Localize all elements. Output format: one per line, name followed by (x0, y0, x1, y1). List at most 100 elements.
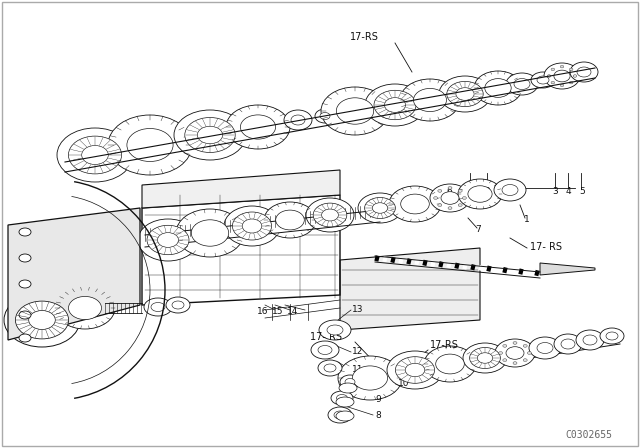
Ellipse shape (458, 204, 462, 207)
Ellipse shape (55, 287, 115, 329)
Ellipse shape (321, 87, 389, 135)
Ellipse shape (322, 209, 339, 221)
Ellipse shape (413, 88, 447, 112)
Polygon shape (8, 208, 140, 340)
Ellipse shape (537, 76, 549, 84)
Text: 15: 15 (272, 307, 284, 316)
Ellipse shape (319, 320, 351, 340)
Ellipse shape (172, 301, 184, 309)
Ellipse shape (327, 325, 343, 335)
Ellipse shape (462, 197, 467, 199)
Ellipse shape (19, 228, 31, 236)
Ellipse shape (502, 185, 518, 195)
Ellipse shape (441, 192, 459, 204)
Ellipse shape (328, 407, 352, 423)
Ellipse shape (318, 345, 332, 354)
Ellipse shape (174, 110, 246, 160)
Ellipse shape (232, 212, 271, 240)
Ellipse shape (506, 347, 524, 359)
Ellipse shape (353, 366, 388, 390)
Ellipse shape (503, 345, 507, 347)
Ellipse shape (468, 186, 492, 202)
Ellipse shape (554, 334, 582, 354)
Ellipse shape (358, 193, 402, 223)
Text: 17-RS: 17-RS (350, 32, 379, 42)
Ellipse shape (551, 82, 555, 84)
Ellipse shape (242, 219, 262, 233)
Ellipse shape (448, 207, 452, 210)
Ellipse shape (320, 112, 330, 120)
Text: 4: 4 (565, 187, 571, 196)
Ellipse shape (338, 356, 402, 400)
Ellipse shape (197, 126, 223, 144)
Text: 1: 1 (524, 215, 530, 224)
Ellipse shape (241, 115, 276, 139)
Ellipse shape (600, 328, 624, 344)
Ellipse shape (523, 359, 527, 362)
Ellipse shape (570, 82, 573, 84)
Ellipse shape (144, 298, 172, 316)
Ellipse shape (331, 391, 353, 405)
Ellipse shape (560, 65, 564, 68)
Text: 14: 14 (287, 307, 298, 316)
Ellipse shape (456, 88, 474, 100)
Text: 17-RS: 17-RS (18, 275, 47, 285)
Ellipse shape (339, 383, 357, 393)
Text: 12: 12 (352, 347, 364, 356)
Ellipse shape (401, 194, 429, 214)
Ellipse shape (474, 71, 522, 105)
Ellipse shape (439, 76, 491, 112)
Polygon shape (540, 263, 595, 275)
Text: C0302655: C0302655 (565, 430, 612, 440)
Ellipse shape (57, 128, 133, 182)
Ellipse shape (506, 73, 538, 95)
Ellipse shape (82, 146, 108, 164)
Ellipse shape (531, 72, 555, 88)
Ellipse shape (336, 411, 354, 421)
Ellipse shape (495, 339, 535, 367)
Ellipse shape (374, 90, 416, 120)
Ellipse shape (336, 98, 374, 124)
Ellipse shape (485, 79, 511, 97)
Text: 10: 10 (398, 379, 410, 388)
Ellipse shape (151, 302, 165, 311)
Ellipse shape (385, 98, 406, 112)
Ellipse shape (424, 346, 476, 382)
Ellipse shape (264, 202, 316, 238)
Ellipse shape (191, 220, 228, 246)
Ellipse shape (166, 297, 190, 313)
Ellipse shape (318, 360, 342, 376)
Ellipse shape (436, 354, 464, 374)
Ellipse shape (4, 293, 80, 347)
Ellipse shape (447, 82, 483, 107)
Text: 6: 6 (446, 187, 452, 196)
Ellipse shape (430, 184, 470, 212)
Text: 11: 11 (352, 365, 364, 374)
Ellipse shape (554, 70, 570, 82)
Ellipse shape (176, 209, 244, 257)
Ellipse shape (389, 186, 441, 222)
Ellipse shape (448, 186, 452, 190)
Polygon shape (142, 170, 340, 208)
Ellipse shape (570, 68, 573, 71)
Ellipse shape (527, 352, 531, 354)
Ellipse shape (514, 78, 530, 90)
Ellipse shape (494, 179, 526, 201)
Text: 7: 7 (475, 225, 481, 234)
Ellipse shape (127, 129, 173, 161)
Ellipse shape (365, 198, 396, 219)
Ellipse shape (458, 179, 502, 209)
Text: 17- RS: 17- RS (530, 242, 562, 252)
Ellipse shape (29, 310, 55, 329)
Text: 9: 9 (375, 395, 381, 404)
Ellipse shape (372, 203, 388, 213)
Ellipse shape (513, 362, 517, 365)
Ellipse shape (324, 364, 336, 372)
Ellipse shape (68, 136, 122, 174)
Ellipse shape (537, 343, 553, 353)
Ellipse shape (544, 63, 580, 89)
Ellipse shape (315, 109, 335, 123)
Text: 8: 8 (375, 411, 381, 420)
Ellipse shape (224, 206, 280, 246)
Ellipse shape (513, 341, 517, 345)
